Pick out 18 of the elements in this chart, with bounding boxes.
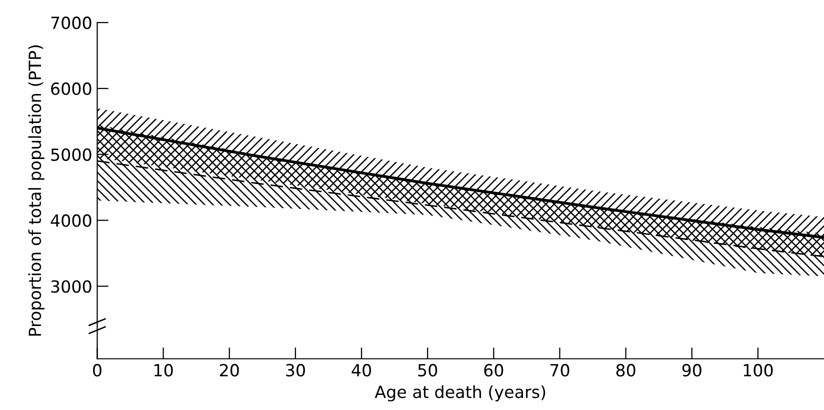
y-tick-label: 3000 [51, 280, 92, 293]
x-tick-label: 80 [616, 364, 636, 377]
y-tick-label: 4000 [50, 214, 92, 227]
y-tick-label: 5000 [51, 148, 92, 161]
x-tick-label: 100 [744, 364, 773, 377]
x-axis-title: Age at death (years) [374, 385, 546, 402]
y-tick-label: 6000 [51, 82, 92, 96]
x-tick-label: 10 [154, 364, 173, 377]
y-tick-label: 7000 [51, 16, 92, 30]
x-tick-label: 60 [484, 364, 504, 377]
x-tick-label: 70 [550, 364, 570, 377]
x-tick-label: 40 [352, 364, 372, 377]
x-tick-label: 20 [220, 364, 239, 377]
x-tick-label: 50 [418, 364, 438, 377]
x-tick-label: 0 [93, 364, 102, 377]
x-tick-label: 30 [286, 364, 305, 377]
x-tick-label: 90 [682, 364, 702, 377]
y-axis-title: Proportion of total population (PTP) [28, 45, 44, 336]
